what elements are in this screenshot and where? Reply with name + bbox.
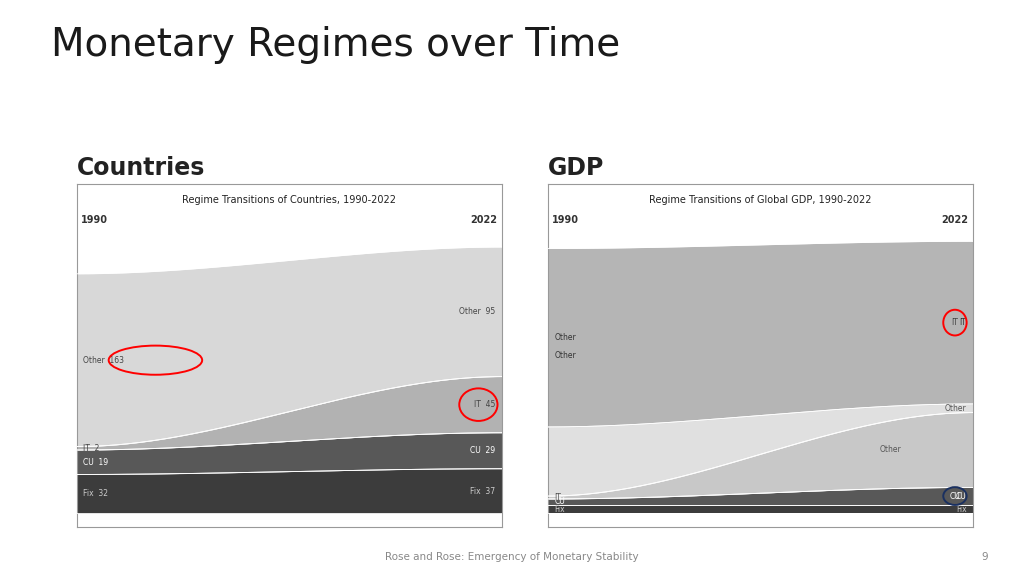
Text: Monetary Regimes over Time: Monetary Regimes over Time	[51, 26, 621, 64]
Text: Fix: Fix	[955, 505, 967, 514]
Text: CU: CU	[554, 497, 565, 506]
Text: Regime Transitions of Global GDP, 1990-2022: Regime Transitions of Global GDP, 1990-2…	[649, 195, 871, 204]
Text: IT  2: IT 2	[83, 444, 99, 453]
Text: CU  29: CU 29	[470, 446, 496, 455]
Text: Regime Transitions of Countries, 1990-2022: Regime Transitions of Countries, 1990-20…	[182, 195, 396, 204]
Text: 2022: 2022	[470, 215, 498, 225]
Text: Fix: Fix	[554, 505, 565, 514]
Text: Other  163: Other 163	[83, 355, 124, 365]
Text: Fix  32: Fix 32	[83, 490, 109, 498]
Text: Other: Other	[880, 445, 901, 454]
Text: Fix  37: Fix 37	[470, 487, 496, 495]
Text: Rose and Rose: Emergency of Monetary Stability: Rose and Rose: Emergency of Monetary Sta…	[385, 552, 639, 562]
Text: 1990: 1990	[81, 215, 109, 225]
Text: GDP: GDP	[548, 156, 604, 180]
Text: Other  95: Other 95	[459, 308, 496, 316]
Text: Countries: Countries	[77, 156, 205, 180]
Text: CU: CU	[955, 491, 967, 501]
Text: 2022: 2022	[941, 215, 969, 225]
Text: CU: CU	[949, 491, 961, 501]
Text: 1990: 1990	[552, 215, 580, 225]
Text: IT: IT	[951, 318, 958, 327]
Text: IT  45: IT 45	[474, 400, 496, 409]
Text: IT: IT	[959, 318, 967, 327]
Text: 9: 9	[982, 552, 988, 562]
Text: CU  19: CU 19	[83, 458, 109, 467]
Text: Other: Other	[554, 334, 575, 342]
Text: IT: IT	[554, 493, 561, 502]
Text: Other: Other	[554, 351, 575, 360]
Text: Other: Other	[945, 404, 967, 413]
